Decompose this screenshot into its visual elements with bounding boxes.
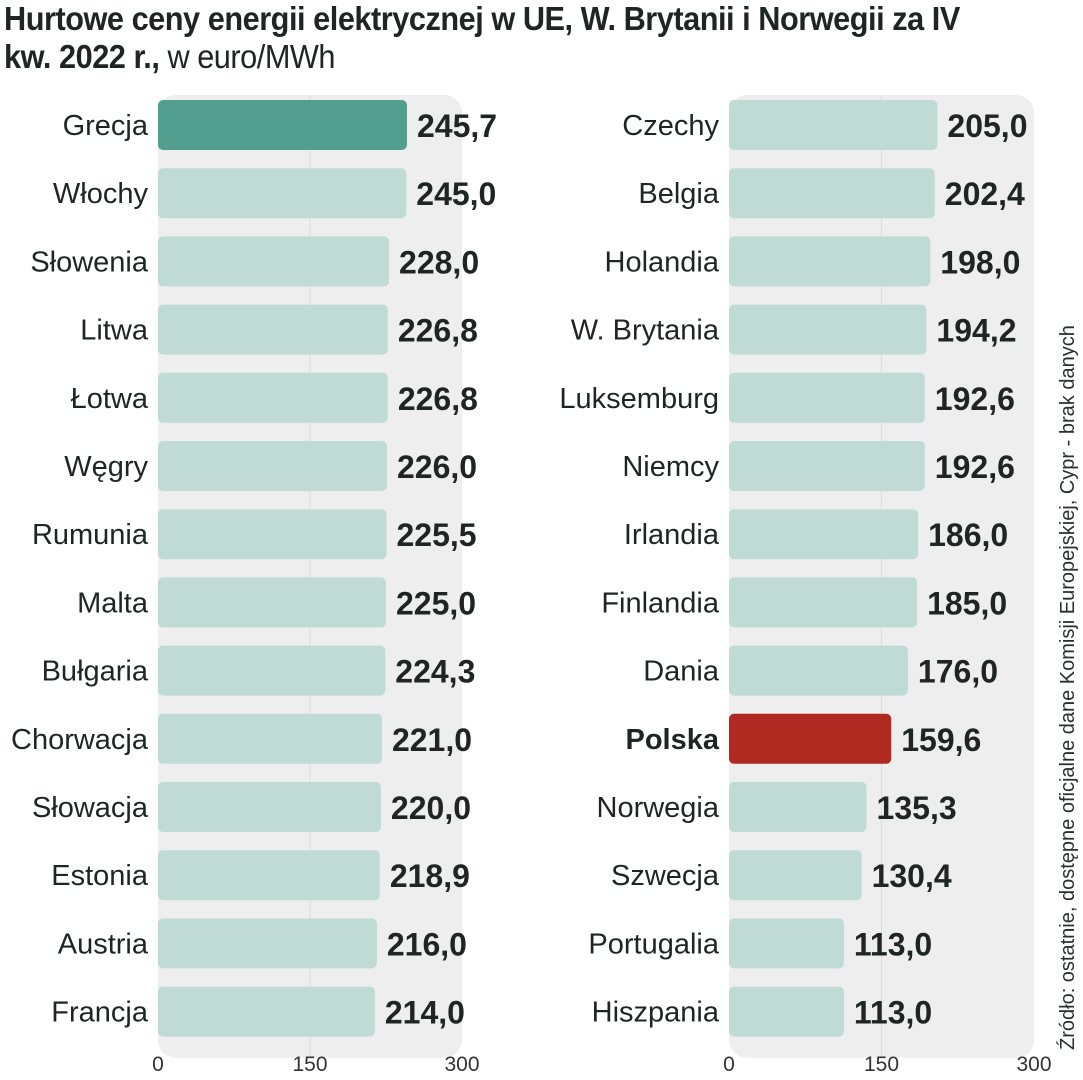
right-category-label-4: W. Brytania (571, 315, 720, 347)
right-category-label-11: Norwegia (597, 792, 720, 824)
left-value-label-13: 216,0 (387, 926, 467, 962)
right-bar-11 (729, 782, 867, 832)
left-bar-7 (158, 509, 387, 560)
chart-title-unit: w euro/MWh (167, 38, 336, 75)
right-category-label-7: Irlandia (624, 519, 720, 551)
right-bar-14 (729, 986, 844, 1037)
left-value-label-8: 225,0 (396, 585, 476, 621)
right-bar-8 (729, 577, 918, 628)
left-bar-1 (158, 100, 407, 150)
left-category-label-3: Słowenia (30, 246, 149, 278)
left-bar-3 (158, 236, 390, 287)
right-x-tick-1: 0 (723, 1053, 735, 1076)
left-bar-13 (158, 918, 377, 969)
right-category-label-6: Niemcy (622, 451, 719, 483)
left-x-tick-3: 300 (444, 1053, 479, 1076)
left-bar-2 (158, 168, 407, 219)
left-value-label-7: 225,5 (397, 517, 477, 553)
right-value-label-9: 176,0 (918, 654, 998, 690)
right-bar-13 (729, 918, 844, 969)
right-bar-2 (729, 168, 935, 219)
right-bar-6 (729, 441, 925, 491)
right-bar-1 (729, 100, 938, 150)
left-bar-9 (158, 645, 386, 696)
left-category-label-5: Łotwa (71, 383, 149, 415)
right-bar-12 (729, 850, 862, 901)
left-category-label-9: Bułgaria (42, 656, 149, 688)
left-value-label-6: 226,0 (397, 449, 477, 485)
left-bar-4 (158, 304, 388, 355)
left-category-label-4: Litwa (80, 315, 149, 347)
right-value-label-13: 113,0 (854, 926, 932, 962)
right-value-label-10: 159,6 (901, 722, 981, 758)
left-x-tick-1: 0 (152, 1053, 164, 1076)
right-value-label-4: 194,2 (936, 313, 1016, 349)
left-category-label-11: Słowacja (32, 792, 149, 824)
left-value-label-5: 226,8 (398, 381, 478, 417)
left-category-label-12: Estonia (51, 860, 149, 892)
right-category-label-14: Hiszpania (592, 997, 720, 1029)
right-value-label-14: 113,0 (854, 995, 932, 1031)
right-bar-4 (729, 304, 927, 355)
right-value-label-5: 192,6 (935, 381, 1015, 417)
left-bar-10 (158, 713, 382, 764)
left-value-label-4: 226,8 (398, 313, 478, 349)
left-bar-6 (158, 441, 388, 491)
right-category-label-10: Polska (626, 724, 720, 756)
right-category-label-12: Szwecja (611, 860, 720, 892)
chart-title: Hurtowe ceny energii elektrycznej w UE, … (4, 0, 990, 76)
left-category-label-2: Włochy (53, 178, 149, 210)
right-category-label-8: Finlandia (601, 587, 720, 619)
right-value-label-1: 205,0 (947, 108, 1027, 144)
left-value-label-14: 214,0 (385, 995, 465, 1031)
chart-title-main: Hurtowe ceny energii elektrycznej w UE, … (4, 0, 960, 75)
left-value-label-9: 224,3 (395, 654, 475, 690)
left-value-label-10: 221,0 (392, 722, 472, 758)
left-bar-11 (158, 782, 381, 832)
right-value-label-12: 130,4 (872, 858, 952, 894)
right-bar-7 (729, 509, 919, 560)
left-category-label-8: Malta (77, 587, 149, 619)
left-bar-8 (158, 577, 386, 628)
right-bar-5 (729, 372, 925, 423)
right-value-label-6: 192,6 (935, 449, 1015, 485)
left-category-label-1: Grecja (63, 110, 149, 142)
left-category-label-13: Austria (58, 928, 149, 960)
right-value-label-8: 185,0 (927, 585, 1007, 621)
left-bar-5 (158, 372, 388, 423)
left-bar-12 (158, 850, 380, 901)
right-bar-9 (729, 645, 908, 696)
right-category-label-1: Czechy (622, 110, 719, 142)
right-value-label-7: 186,0 (928, 517, 1008, 553)
right-value-label-11: 135,3 (877, 790, 957, 826)
left-x-tick-2: 150 (292, 1053, 327, 1076)
right-value-label-2: 202,4 (945, 176, 1025, 212)
left-value-label-1: 245,7 (417, 108, 497, 144)
right-x-tick-2: 150 (864, 1053, 899, 1076)
left-category-label-10: Chorwacja (11, 724, 149, 756)
right-category-label-2: Belgia (638, 178, 719, 210)
right-value-label-3: 198,0 (940, 244, 1020, 280)
left-value-label-12: 218,9 (390, 858, 470, 894)
right-bar-10 (729, 713, 892, 764)
right-bar-3 (729, 236, 931, 287)
left-category-label-7: Rumunia (32, 519, 149, 551)
left-value-label-11: 220,0 (391, 790, 471, 826)
left-value-label-2: 245,0 (416, 176, 496, 212)
left-category-label-6: Węgry (64, 451, 148, 483)
right-category-label-9: Dania (643, 656, 720, 688)
left-bar-14 (158, 986, 375, 1037)
right-x-tick-3: 300 (1016, 1053, 1051, 1076)
right-category-label-13: Portugalia (588, 928, 719, 960)
source-note: Źródło: ostatnie, dostępne oficjalne dan… (1057, 325, 1079, 1050)
left-value-label-3: 228,0 (399, 244, 479, 280)
right-category-label-3: Holandia (605, 246, 720, 278)
right-category-label-5: Luksemburg (559, 383, 719, 415)
left-category-label-14: Francja (51, 997, 149, 1029)
